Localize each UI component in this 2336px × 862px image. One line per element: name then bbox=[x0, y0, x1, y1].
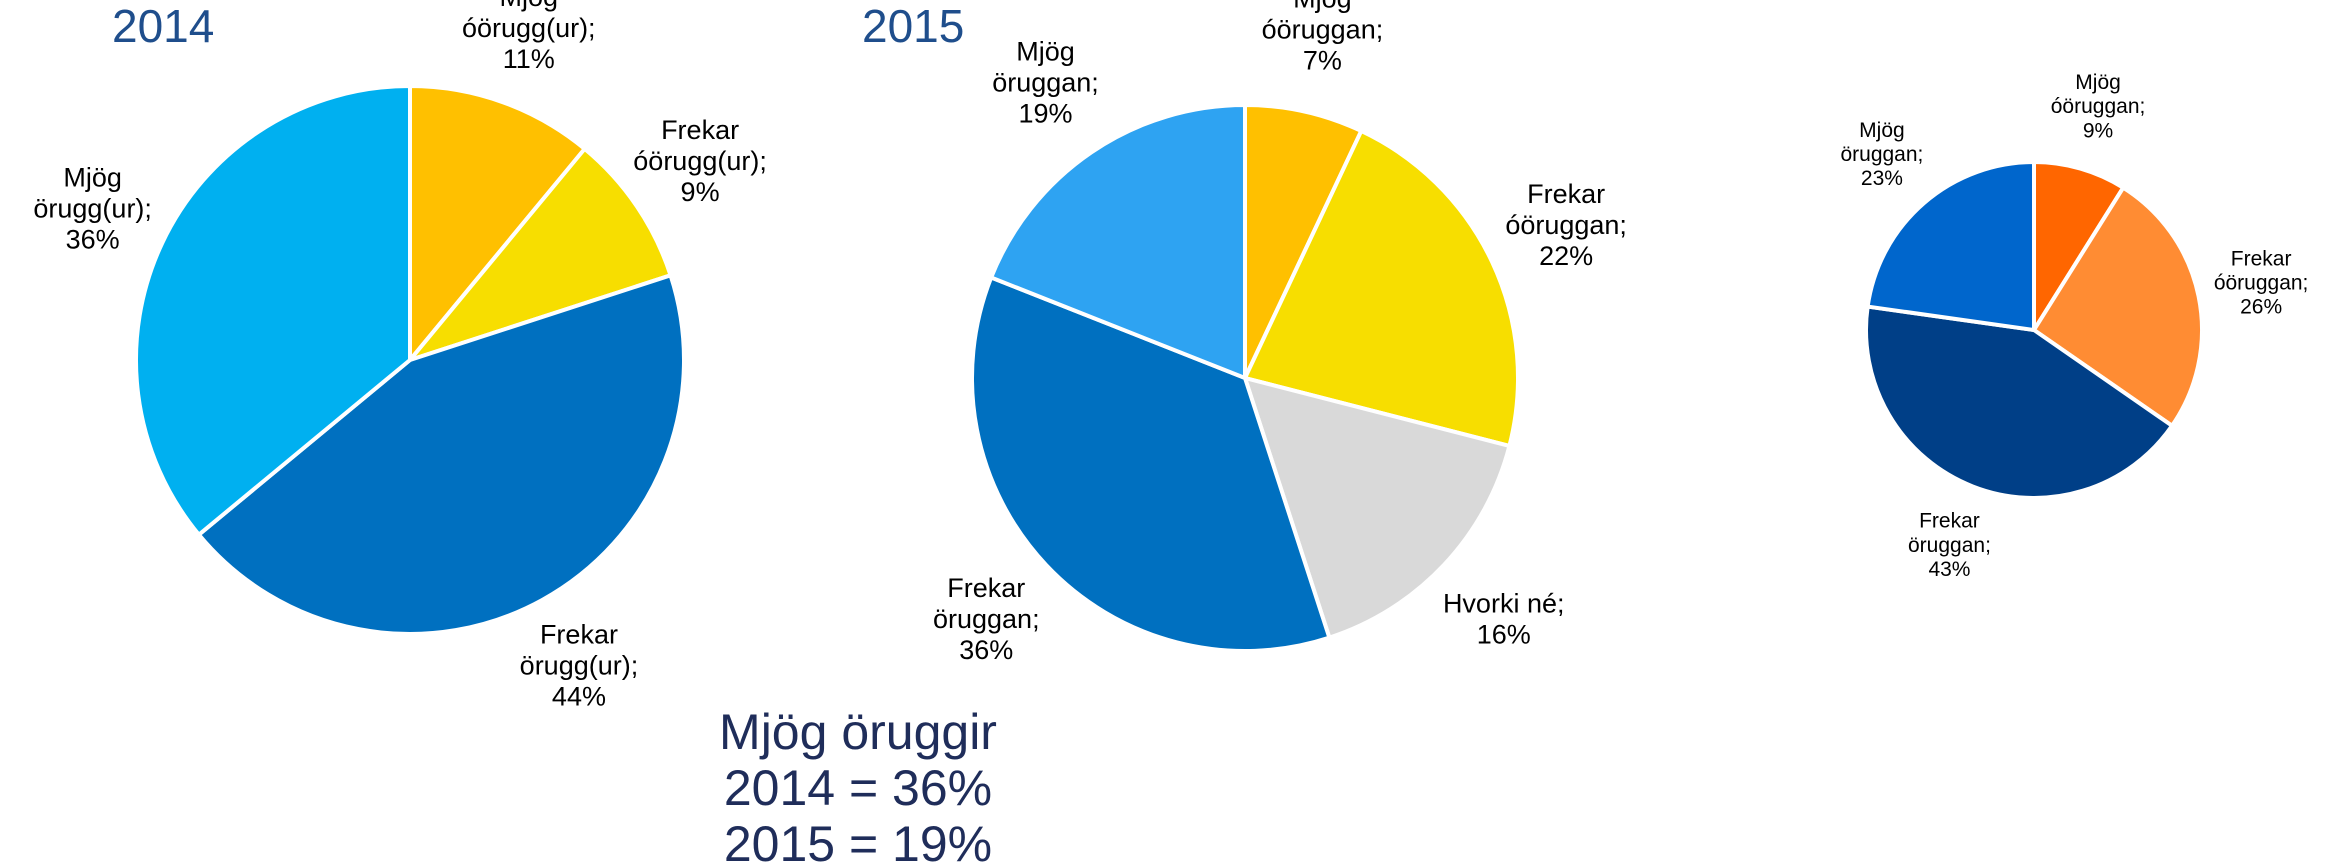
slice-label-value: 23% bbox=[1861, 167, 1903, 190]
slice-label-name: óöruggan; bbox=[2214, 271, 2309, 294]
summary-line: 2015 = 19% bbox=[724, 816, 992, 862]
slice-label: Frekar öruggan; 43% bbox=[1908, 509, 1991, 580]
slice-label-name: Frekar bbox=[1527, 179, 1605, 209]
pie-slice bbox=[988, 102, 1247, 381]
slice-label: Frekar öruggan; 36% bbox=[933, 573, 1040, 665]
chart-title: 2014 bbox=[112, 0, 214, 52]
chart-title: 2015 bbox=[862, 0, 964, 52]
slice-label: Frekar óöruggan; 26% bbox=[2214, 247, 2309, 318]
slice-label-name: Mjög bbox=[1293, 0, 1352, 14]
slice-label-name: örugg(ur); bbox=[33, 194, 152, 224]
slice-label-name: öruggan; bbox=[933, 604, 1040, 634]
slice-label-name: óörugg(ur); bbox=[633, 146, 767, 176]
slice-label-value: 19% bbox=[1018, 99, 1072, 129]
slice-label-name: öruggan; bbox=[992, 68, 1099, 98]
slice-label-name: óöruggan; bbox=[2051, 95, 2146, 118]
slice-label-name: Frekar bbox=[540, 619, 618, 649]
slice-label-value: 9% bbox=[681, 177, 720, 207]
slice-label-name: Frekar bbox=[2231, 247, 2292, 270]
pie-slice bbox=[134, 83, 412, 538]
slice-label-value: 43% bbox=[1928, 558, 1970, 581]
slice-label-value: 26% bbox=[2240, 295, 2282, 318]
pie-slice bbox=[970, 274, 1332, 653]
slice-label-value: 22% bbox=[1539, 241, 1593, 271]
slice-label-name: Mjög bbox=[500, 0, 559, 12]
summary-line: Mjög öruggir bbox=[719, 704, 997, 760]
pie-slice bbox=[1243, 102, 1364, 379]
slice-label-value: 36% bbox=[959, 635, 1013, 665]
pie-slice bbox=[1242, 128, 1520, 449]
slice-label-name: óöruggan; bbox=[1505, 210, 1627, 240]
slice-label-name: Mjög bbox=[2075, 71, 2121, 94]
pie-slice bbox=[408, 83, 588, 366]
slice-label: Hvorki né; 16% bbox=[1443, 589, 1565, 650]
slice-label-name: Frekar bbox=[947, 573, 1025, 603]
pie-slice bbox=[196, 272, 686, 636]
slice-label-name: Hvorki né; bbox=[1443, 589, 1565, 619]
slice-label-name: óöruggan; bbox=[1262, 15, 1384, 45]
slice-label-name: Mjög bbox=[1859, 118, 1905, 141]
slice-label-value: 9% bbox=[2083, 119, 2113, 142]
pie-slice bbox=[2031, 184, 2204, 429]
pie-slice bbox=[1865, 159, 2036, 333]
slice-label-name: óörugg(ur); bbox=[462, 13, 596, 43]
slice-label: Frekar óöruggan; 22% bbox=[1505, 179, 1627, 271]
slice-label: Mjög öruggan; 19% bbox=[992, 37, 1099, 129]
pie-slice bbox=[1864, 304, 2175, 500]
slice-label: Mjög óöruggan; 9% bbox=[2051, 71, 2146, 142]
slice-label-value: 16% bbox=[1477, 620, 1531, 650]
slice-label-name: Mjög bbox=[1016, 37, 1075, 67]
slice-label-name: öruggan; bbox=[1840, 143, 1923, 166]
pie-slice bbox=[1241, 375, 1512, 641]
slice-label-name: öruggan; bbox=[1908, 533, 1991, 556]
slice-label: Mjög örugg(ur); 36% bbox=[33, 163, 152, 255]
slice-label-value: 44% bbox=[552, 682, 606, 712]
slice-label-name: Frekar bbox=[661, 115, 739, 145]
summary-line: 2014 = 36% bbox=[724, 760, 992, 816]
slice-label: Frekar óörugg(ur); 9% bbox=[633, 115, 767, 207]
slice-label-name: Mjög bbox=[63, 163, 122, 193]
slice-label: Frekar örugg(ur); 44% bbox=[520, 619, 639, 711]
slice-label-name: Frekar bbox=[1919, 509, 1980, 532]
slice-label: Mjög öruggan; 23% bbox=[1840, 118, 1923, 189]
pie-slice bbox=[404, 146, 674, 365]
slice-label-value: 36% bbox=[66, 225, 120, 255]
slice-label-value: 11% bbox=[503, 44, 555, 74]
slice-label-value: 7% bbox=[1303, 46, 1342, 76]
slice-label-name: örugg(ur); bbox=[520, 650, 639, 680]
